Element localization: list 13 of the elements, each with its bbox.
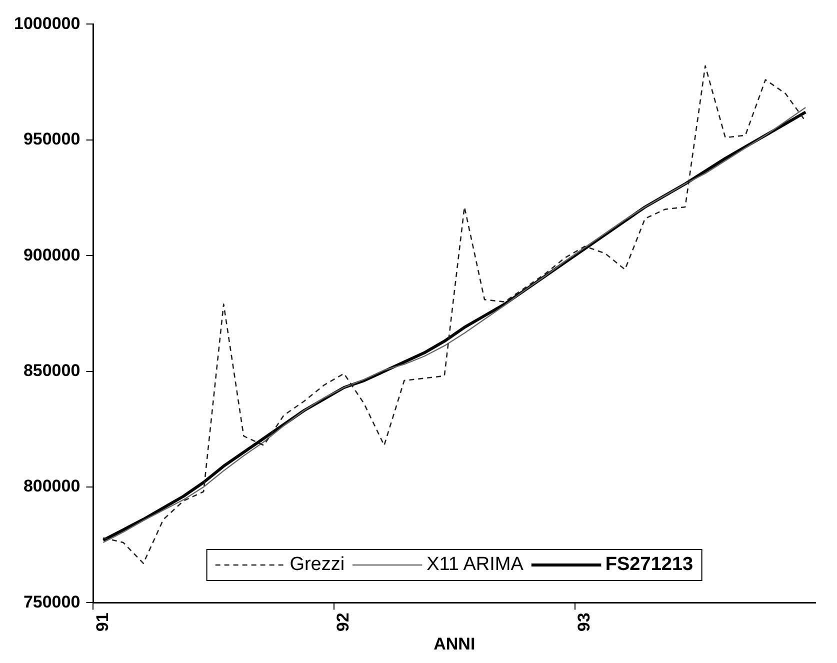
y-tick-label: 900000 [23,245,80,264]
x-axis-title: ANNI [434,634,476,654]
legend-label: Grezzi [290,554,345,576]
y-tick-label: 950000 [23,130,80,149]
y-tick-label: 800000 [23,476,80,496]
legend-label: X11 ARIMA [426,554,524,576]
x-tick-label: 91 [92,612,112,632]
x-tick-label: 92 [334,612,353,632]
y-tick-label: 1000000 [14,14,80,33]
legend-label: FS271213 [605,554,694,576]
y-tick-label: 750000 [23,592,80,612]
y-tick-label: 850000 [23,360,80,380]
x-tick-label: 93 [574,612,594,632]
